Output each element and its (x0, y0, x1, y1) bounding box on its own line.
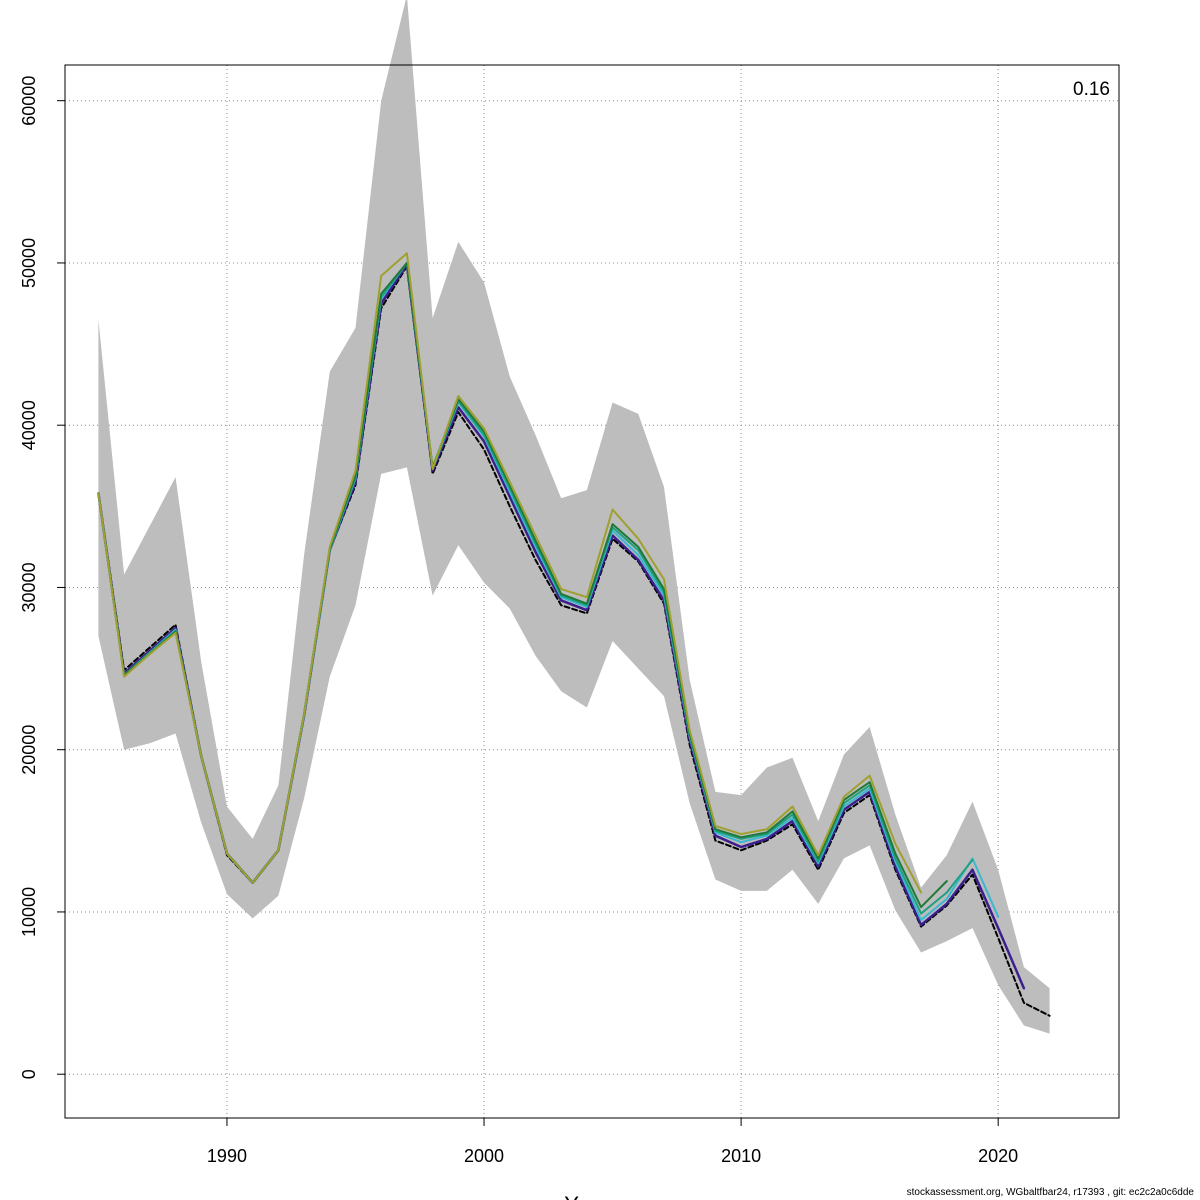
axes: 1990 2000 2010 2020 0 10000 20000 30000 40000 500… (19, 64, 1120, 1166)
annotation-label: 0.16 (1073, 79, 1110, 100)
confidence-band (98, 0, 1050, 1034)
x-tick-label: 2000 (464, 1146, 504, 1166)
y-tick-label: 50000 (19, 238, 39, 288)
y-tick-label: 30000 (19, 562, 39, 612)
y-tick-label: 0 (19, 1069, 39, 1079)
y-tick-label: 40000 (19, 400, 39, 450)
band-area (98, 0, 1050, 1034)
x-axis-title: Years (564, 1192, 619, 1200)
x-tick-label: 2020 (978, 1146, 1018, 1166)
x-tick-label: 2010 (721, 1146, 761, 1166)
footer-credit: stockassessment.org, WGbaltfbar24, r1739… (906, 1187, 1194, 1198)
series-lines (97, 252, 1051, 1017)
series-line-5 (97, 252, 923, 894)
x-tick-label: 1990 (207, 1146, 247, 1166)
plot-frame (64, 64, 1120, 1119)
y-tick-label: 10000 (19, 887, 39, 937)
y-tick-label: 60000 (19, 76, 39, 126)
y-tick-label: 20000 (19, 725, 39, 775)
